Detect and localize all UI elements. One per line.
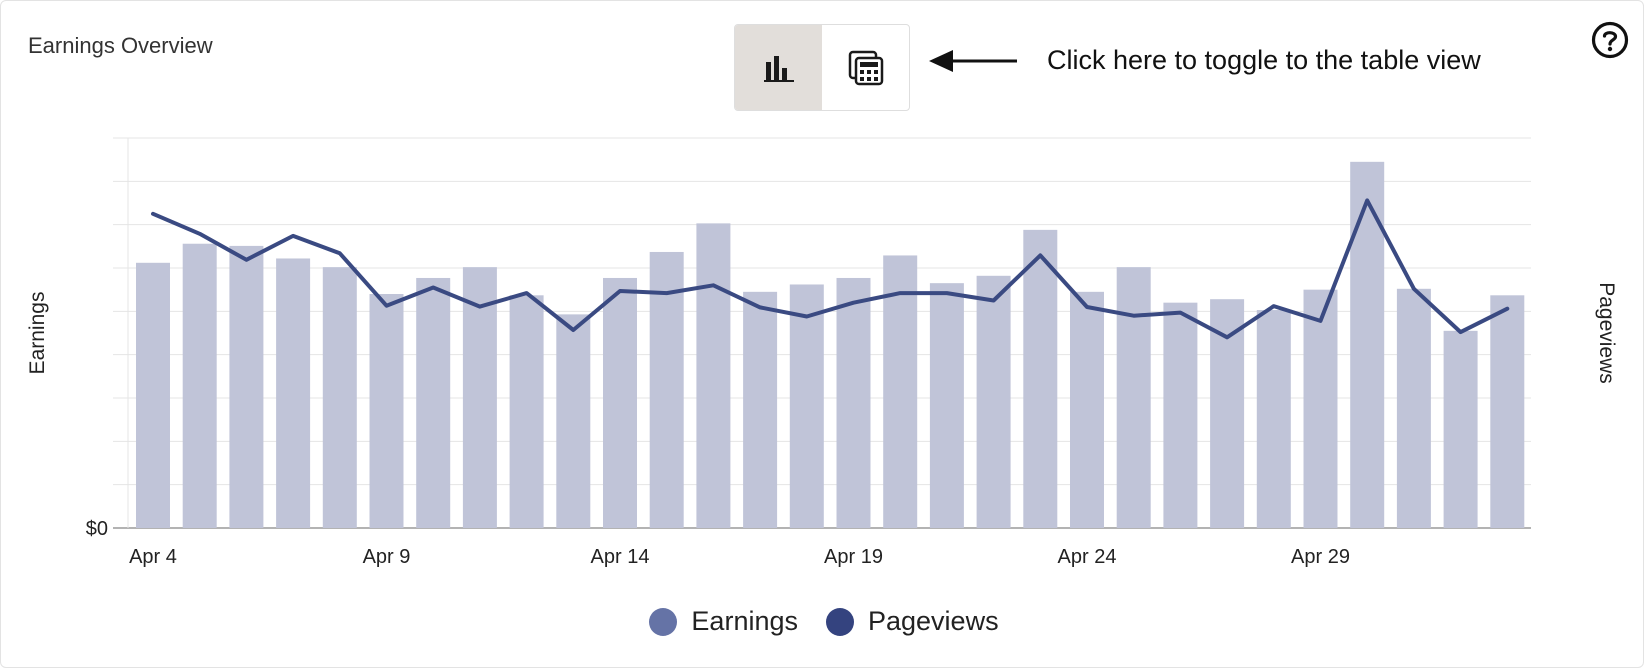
earnings-bar bbox=[322, 267, 357, 528]
calculator-table-icon bbox=[848, 50, 883, 85]
earnings-bar bbox=[276, 258, 311, 528]
earnings-bar bbox=[1210, 299, 1245, 528]
pageviews-line-layer bbox=[151, 198, 1510, 340]
toggle-hint-text: Click here to toggle to the table view bbox=[1047, 45, 1481, 75]
earnings-bar bbox=[1303, 289, 1338, 528]
x-axis: Apr 4 Apr 9 Apr 14 Apr 19 Apr 24 Apr 29 bbox=[129, 546, 1350, 568]
earnings-bar bbox=[556, 314, 591, 528]
table-view-button[interactable] bbox=[822, 25, 909, 110]
pageviews-line bbox=[151, 198, 1510, 340]
chart-view-button[interactable] bbox=[735, 25, 822, 110]
legend-swatch-pageviews bbox=[826, 607, 854, 636]
chart-legend: Earnings Pageviews bbox=[1, 606, 1646, 637]
earnings-bar bbox=[696, 223, 731, 528]
earnings-bar bbox=[416, 277, 451, 528]
x-tick-label: Apr 24 bbox=[1058, 546, 1117, 568]
earnings-bar bbox=[1070, 291, 1104, 528]
earnings-bar bbox=[649, 251, 684, 528]
earnings-bar bbox=[1163, 302, 1198, 528]
toggle-hint: Click here to toggle to the table view bbox=[929, 45, 1481, 76]
earnings-bar bbox=[369, 294, 404, 528]
earnings-chart: Apr 4 Apr 9 Apr 14 Apr 19 Apr 24 Apr 29 $0 Ea… bbox=[26, 137, 1618, 568]
help-button[interactable] bbox=[1591, 21, 1629, 64]
earnings-bar bbox=[603, 277, 637, 528]
legend-label: Earnings bbox=[691, 606, 798, 636]
earnings-bar bbox=[976, 275, 1011, 528]
earnings-bar bbox=[1116, 267, 1151, 528]
arrow-left-icon bbox=[929, 49, 1017, 72]
bar-chart-icon bbox=[763, 55, 794, 82]
x-tick-label: Apr 29 bbox=[1291, 546, 1350, 568]
earnings-bars bbox=[136, 161, 1525, 529]
x-tick-label: Apr 9 bbox=[363, 546, 411, 568]
earnings-bar bbox=[1256, 310, 1291, 528]
x-tick-label: Apr 4 bbox=[129, 546, 177, 568]
earnings-bar bbox=[1350, 161, 1385, 529]
earnings-bar bbox=[182, 243, 217, 528]
earnings-bar bbox=[136, 262, 170, 528]
legend-item-pageviews[interactable]: Pageviews bbox=[826, 606, 999, 637]
y-axis-label-left: Earnings bbox=[26, 292, 49, 375]
x-tick-label: Apr 19 bbox=[824, 546, 883, 568]
page-title: Earnings Overview bbox=[28, 33, 213, 58]
legend-item-earnings[interactable]: Earnings bbox=[649, 606, 798, 637]
earnings-bar bbox=[743, 291, 778, 528]
x-tick-label: Apr 14 bbox=[591, 546, 650, 568]
earnings-bar bbox=[789, 284, 824, 528]
legend-swatch-earnings bbox=[649, 607, 678, 636]
earnings-bar bbox=[836, 277, 871, 528]
earnings-bar bbox=[1023, 229, 1058, 528]
earnings-bar bbox=[883, 255, 918, 528]
earnings-bar bbox=[929, 283, 964, 528]
y-axis-label-right: Pageviews bbox=[1595, 282, 1618, 384]
earnings-bar bbox=[1443, 330, 1478, 528]
view-toggle bbox=[734, 24, 910, 111]
earnings-bar bbox=[229, 245, 264, 528]
earnings-bar bbox=[1490, 295, 1525, 528]
earnings-bar bbox=[509, 295, 544, 528]
legend-label: Pageviews bbox=[868, 606, 999, 636]
earnings-bar bbox=[462, 267, 497, 528]
question-circle-icon bbox=[1591, 21, 1629, 59]
earnings-bar bbox=[1396, 288, 1431, 528]
y-tick-label: $0 bbox=[86, 518, 108, 540]
